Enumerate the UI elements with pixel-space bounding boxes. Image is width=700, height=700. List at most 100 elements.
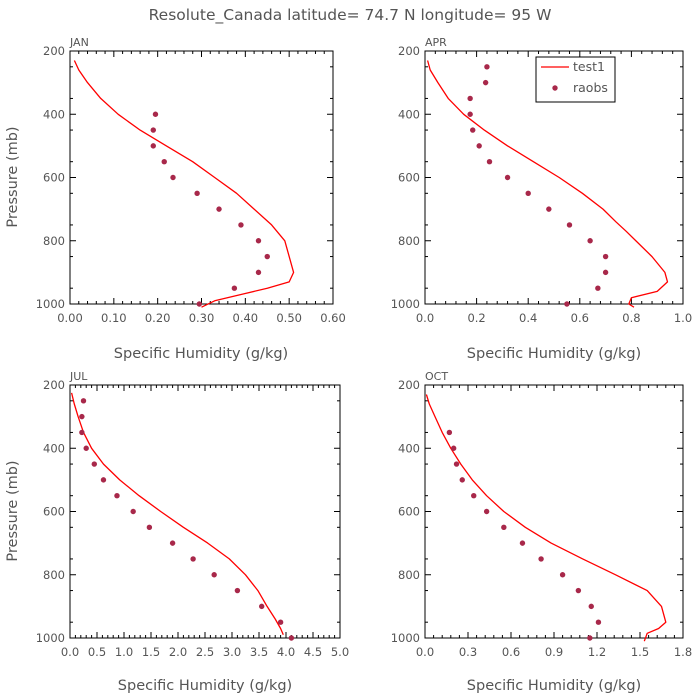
data-point-raobs [484, 64, 490, 70]
data-point-raobs [546, 206, 552, 212]
x-tick-label: 0.6 [571, 311, 589, 325]
y-axis-label: Pressure (mb) [5, 126, 21, 227]
y-tick-label: 1000 [36, 631, 65, 645]
data-point-raobs [255, 269, 262, 276]
data-point-raobs [587, 238, 593, 244]
data-point-raobs [79, 413, 85, 420]
x-tick-label: 3.5 [250, 645, 268, 659]
data-point-raobs [595, 619, 602, 625]
data-point-raobs [150, 143, 156, 149]
data-point-raobs [588, 603, 594, 610]
y-tick-label: 200 [398, 44, 420, 58]
x-tick-label: 0.40 [233, 311, 259, 325]
x-tick-label: 1.2 [588, 645, 606, 659]
y-tick-label: 400 [43, 441, 65, 455]
data-point-raobs [476, 143, 482, 149]
data-point-raobs [486, 158, 493, 165]
x-tick-label: 0.0 [61, 645, 79, 659]
y-tick-label: 400 [398, 107, 420, 121]
y-tick-label: 200 [43, 44, 65, 58]
data-point-raobs [559, 572, 566, 578]
data-point-raobs [459, 477, 465, 483]
data-point-raobs [194, 190, 200, 197]
data-point-raobs [231, 285, 238, 291]
legend-box [535, 56, 616, 103]
y-tick-label: 400 [398, 441, 420, 455]
legend-dot-swatch [552, 85, 558, 91]
panel-title: JUL [69, 370, 88, 383]
axis-ticks: 0.0 0.5 1.0 1.5 2.0 2.5 3.0 3.5 4.0 4.5 5.0 200 400 6… [36, 378, 349, 659]
data-point-raobs [470, 127, 476, 133]
data-point-raobs [146, 524, 153, 531]
data-point-raobs [288, 635, 295, 641]
data-point-raobs [190, 556, 196, 562]
data-point-raobs [519, 540, 526, 546]
data-point-raobs [482, 79, 489, 86]
x-tick-label: 0.0 [416, 311, 434, 325]
plot-frame [424, 384, 684, 639]
data-point-raobs [216, 206, 222, 212]
y-tick-label: 1000 [36, 297, 65, 311]
data-point-raobs [602, 253, 609, 260]
series-line-test1 [70, 392, 284, 636]
data-point-raobs [595, 285, 601, 291]
data-point-raobs [238, 222, 244, 228]
y-tick-label: 200 [43, 378, 65, 392]
data-point-raobs [100, 477, 107, 483]
legend-entry-raobs: raobs [573, 80, 608, 95]
data-point-raobs [453, 461, 460, 467]
x-tick-label: 0.60 [320, 311, 346, 325]
data-point-raobs [467, 111, 473, 117]
data-point-raobs [169, 540, 176, 546]
y-tick-label: 200 [398, 378, 420, 392]
x-tick-label: 1.5 [142, 645, 160, 659]
x-tick-label: 0.00 [57, 311, 83, 325]
data-point-raobs [277, 619, 284, 625]
data-point-raobs [525, 190, 531, 197]
data-point-raobs [161, 158, 167, 165]
x-tick-label: 0.6 [502, 645, 520, 659]
plot-frame [69, 384, 341, 639]
y-tick-label: 1000 [391, 631, 420, 645]
series-line-test1 [426, 60, 669, 308]
data-point-raobs [80, 398, 87, 404]
panel-title: JAN [69, 36, 89, 49]
panel-apr: APR Specific Humidity (g/kg) test1 raobs… [391, 36, 692, 362]
x-axis-label: Specific Humidity (g/kg) [467, 346, 641, 362]
y-tick-label: 600 [398, 171, 420, 185]
x-tick-label: 0.9 [545, 645, 563, 659]
data-point-raobs [566, 222, 573, 228]
panel-jan: JAN Specific Humidity (g/kg) Pressure (m… [5, 36, 346, 362]
axis-ticks: 0.0 0.2 0.4 0.6 0.8 1.0 200 400 600 800 1000 [391, 44, 692, 325]
series-line-test1 [73, 60, 295, 308]
data-point-raobs [483, 508, 490, 515]
x-tick-label: 2.0 [169, 645, 187, 659]
x-tick-label: 3.0 [223, 645, 241, 659]
data-point-raobs [234, 587, 241, 594]
x-tick-label: 4.5 [304, 645, 322, 659]
x-tick-label: 0.20 [145, 311, 171, 325]
data-point-raobs [446, 429, 453, 436]
x-tick-label: 5.0 [331, 645, 349, 659]
x-tick-label: 1.5 [631, 645, 649, 659]
legend-entry-test1: test1 [573, 59, 605, 74]
data-marks [70, 392, 295, 641]
panel-oct: OCT Specific Humidity (g/kg) 0.0 0.3 0.6 0.… [391, 370, 692, 694]
x-tick-label: 0.50 [276, 311, 302, 325]
data-point-raobs [504, 174, 511, 181]
data-point-raobs [575, 587, 582, 594]
data-point-raobs [255, 238, 262, 244]
x-tick-label: 0.2 [467, 311, 485, 325]
data-point-raobs [170, 174, 176, 181]
y-tick-label: 800 [398, 234, 420, 248]
panel-title: OCT [425, 370, 448, 383]
x-axis-label: Specific Humidity (g/kg) [114, 346, 288, 362]
data-marks [73, 60, 295, 308]
y-tick-label: 1000 [391, 297, 420, 311]
data-point-raobs [538, 556, 544, 562]
x-tick-label: 0.4 [519, 311, 537, 325]
axis-ticks: 0.00 0.10 0.20 0.30 0.40 0.50 0.60 200 400 600 800… [36, 44, 346, 325]
data-point-raobs [264, 253, 270, 260]
x-axis-label: Specific Humidity (g/kg) [467, 678, 641, 694]
